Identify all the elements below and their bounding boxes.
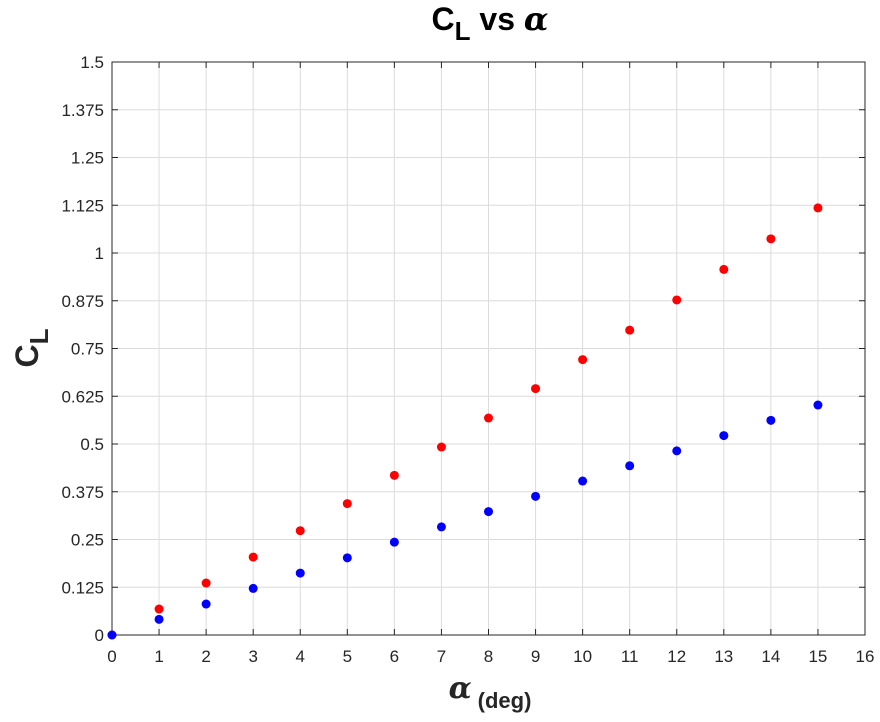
series-1-point: [389, 470, 399, 480]
series-2-point: [154, 614, 164, 624]
chart-title-greek: α: [524, 0, 549, 38]
series-2-point: [813, 400, 823, 410]
series-2-point: [531, 491, 541, 501]
series-2-point: [107, 630, 117, 640]
y-tick-label: 0.75: [71, 340, 104, 359]
x-tick-label: 16: [856, 647, 875, 666]
series-2-point: [484, 507, 493, 517]
series-2-point: [436, 522, 446, 532]
x-tick-label: 14: [761, 647, 780, 666]
series-1-point: [578, 355, 588, 365]
series-2-point: [342, 553, 352, 563]
y-tick-label: 0.375: [61, 483, 104, 502]
x-tick-label: 5: [343, 647, 352, 666]
series-1-point: [201, 578, 211, 588]
chart-title-main: C: [432, 1, 455, 37]
series-1-point: [625, 325, 635, 335]
y-tick-label: 0.625: [61, 387, 104, 406]
x-axis-label-sub: (deg): [478, 688, 532, 713]
chart-title-mid: vs: [471, 1, 524, 37]
series-1-point: [154, 604, 164, 614]
x-tick-label: 13: [714, 647, 733, 666]
x-tick-label: 3: [248, 647, 257, 666]
series-2-point: [201, 599, 211, 609]
series-1-point: [766, 234, 776, 244]
series-1-point: [248, 552, 258, 562]
x-tick-label: 15: [808, 647, 827, 666]
x-tick-label: 6: [390, 647, 399, 666]
chart-title-sub: L: [455, 16, 471, 46]
data-points: [107, 203, 823, 640]
y-tick-label: 0: [95, 626, 104, 645]
series-1-point: [484, 413, 493, 423]
series-2-point: [719, 431, 729, 441]
x-tick-label: 1: [154, 647, 163, 666]
series-1-point: [813, 203, 823, 213]
x-tick-label: 0: [107, 647, 116, 666]
x-tick-label: 7: [437, 647, 446, 666]
chart-title: CL vs α: [432, 0, 549, 46]
series-2-point: [389, 537, 399, 547]
x-tick-label: 11: [621, 647, 639, 666]
series-1-point: [342, 499, 352, 509]
series-1-point: [436, 442, 446, 452]
x-axis-label-greek: α: [449, 671, 472, 706]
x-tick-label: 9: [531, 647, 540, 666]
y-axis-label-main: C: [9, 344, 45, 367]
y-axis-label: CL: [9, 328, 54, 367]
series-2-point: [766, 415, 776, 425]
y-tick-label: 0.875: [61, 292, 104, 311]
series-2-point: [295, 568, 305, 578]
x-tick-label: 12: [667, 647, 686, 666]
x-tick-label: 10: [573, 647, 592, 666]
series-1-point: [295, 526, 305, 536]
x-tick-label: 2: [201, 647, 210, 666]
series-1-point: [719, 264, 729, 274]
y-tick-label: 0.125: [61, 578, 104, 597]
y-tick-label: 1: [95, 244, 104, 263]
series-1-point: [531, 384, 541, 394]
x-axis-label: α (deg): [449, 671, 532, 713]
y-tick-label: 1.375: [61, 101, 104, 120]
x-tick-label: 8: [484, 647, 493, 666]
series-1-point: [672, 295, 682, 305]
tick-labels: 0 1 2 3 4 5 6 7 8 9 10 11 12 13 14 15 1600.1250.250.3750…: [61, 53, 874, 666]
x-tick-label: 4: [296, 647, 305, 666]
series-2-point: [578, 476, 588, 486]
y-tick-label: 1.125: [61, 196, 104, 215]
series-2-point: [248, 583, 258, 593]
y-tick-label: 1.5: [80, 53, 104, 72]
y-tick-label: 1.25: [71, 149, 104, 168]
series-2-point: [625, 461, 635, 471]
series-2-point: [672, 446, 682, 456]
y-tick-label: 0.25: [71, 531, 104, 550]
y-tick-label: 0.5: [80, 435, 104, 454]
y-axis-label-sub: L: [24, 328, 54, 344]
